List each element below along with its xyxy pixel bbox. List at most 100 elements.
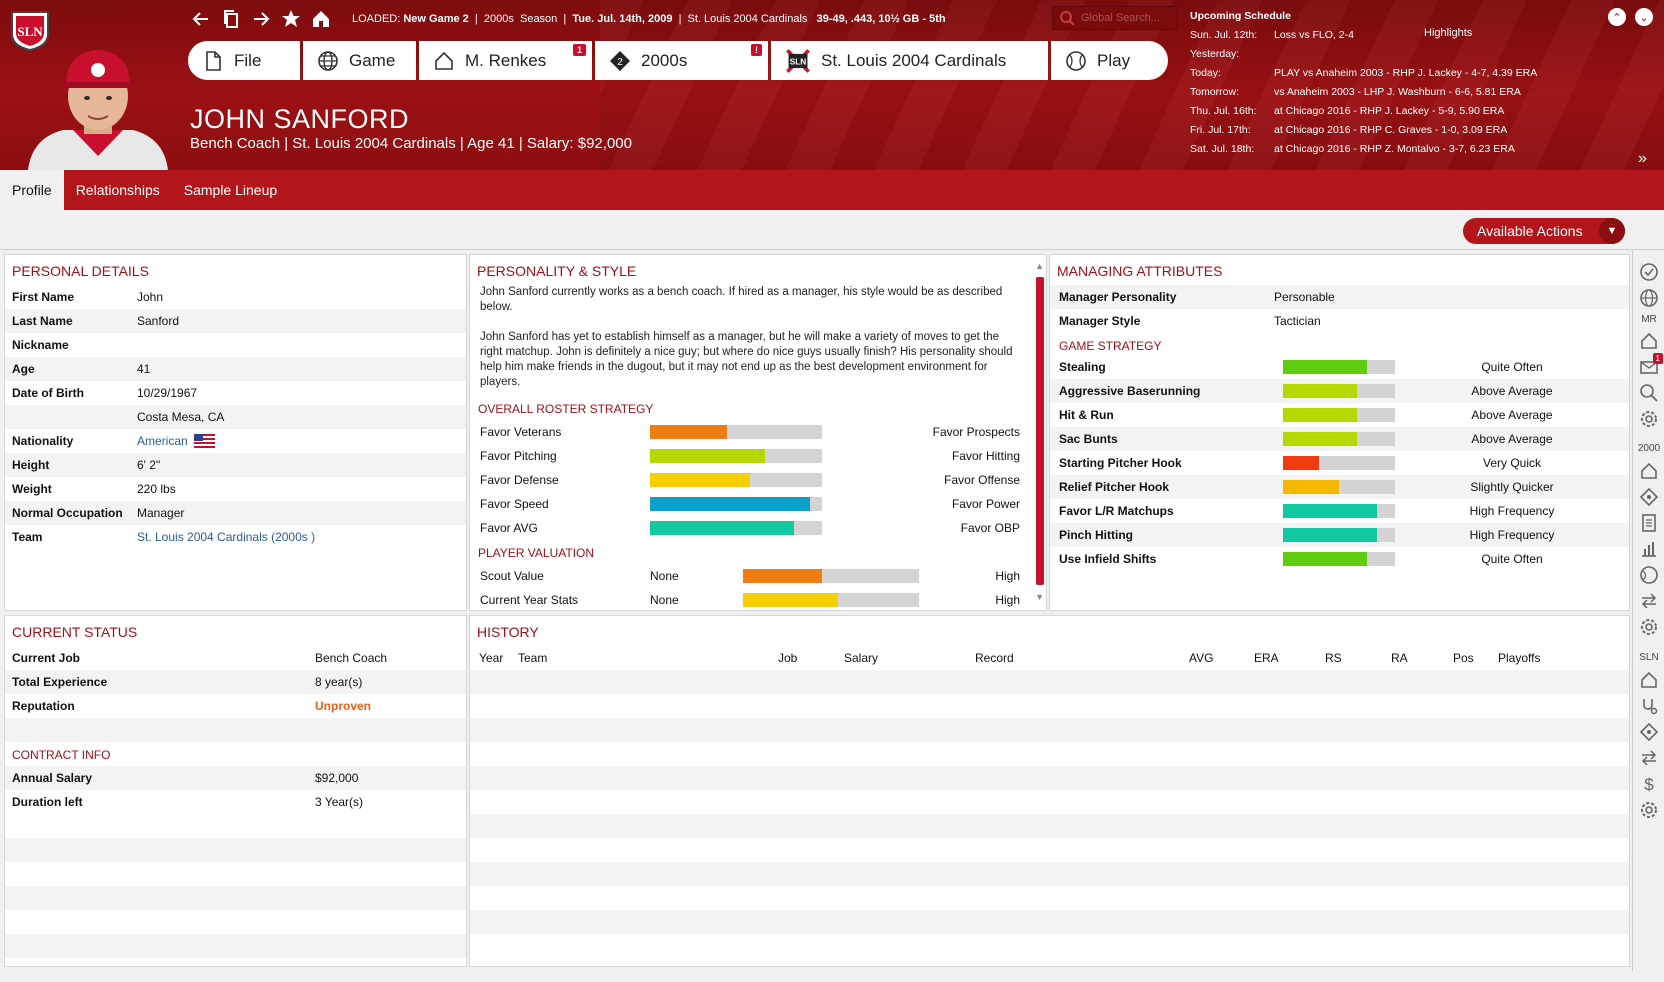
home-icon[interactable] xyxy=(1637,668,1661,692)
nav-league-button[interactable]: 2 2000s ! xyxy=(595,41,768,80)
column-header-job[interactable]: Job xyxy=(778,651,798,665)
stethoscope-icon[interactable] xyxy=(1637,694,1661,718)
home-icon[interactable] xyxy=(308,6,334,32)
schedule-title: Upcoming Schedule xyxy=(1190,9,1291,22)
column-header-year[interactable]: Year xyxy=(479,651,504,665)
strategy-label: Stealing xyxy=(1059,360,1106,374)
column-header-record[interactable]: Record xyxy=(975,651,1014,665)
nav-manager-button[interactable]: M. Renkes 1 xyxy=(419,41,592,80)
trade-arrows-icon[interactable] xyxy=(1637,746,1661,770)
strategy-left-label: Favor Veterans xyxy=(480,425,562,439)
empty-row xyxy=(5,910,466,934)
strategy-meter xyxy=(1283,480,1395,494)
tab-sample-lineup[interactable]: Sample Lineup xyxy=(183,182,278,198)
detail-label: Normal Occupation xyxy=(12,506,123,520)
bar-chart-icon[interactable] xyxy=(1637,537,1661,561)
highlights-link[interactable]: Highlights xyxy=(1424,27,1473,39)
nav-play-button[interactable]: Play xyxy=(1051,41,1168,80)
star-icon[interactable] xyxy=(278,6,304,32)
column-header-playoffs[interactable]: Playoffs xyxy=(1498,651,1541,665)
schedule-row[interactable]: Today: PLAY vs Anaheim 2003 - RHP J. Lack… xyxy=(1190,66,1538,79)
schedule-row[interactable]: Yesterday: xyxy=(1190,47,1240,60)
tab-relationships[interactable]: Relationships xyxy=(75,182,160,198)
scroll-down-icon[interactable]: ▼ xyxy=(1035,592,1044,602)
chevron-down-icon[interactable]: ⌄ xyxy=(1635,8,1653,26)
schedule-row[interactable]: Fri. Jul. 17th: at Chicago 2016 - RHP C. … xyxy=(1190,123,1508,136)
trade-arrows-icon[interactable] xyxy=(1637,589,1661,613)
page-title: JOHN SANFORD xyxy=(190,104,410,134)
slider-fill xyxy=(650,473,750,487)
baseball-icon xyxy=(1066,50,1086,71)
roster-strategy-row: Favor Pitching Favor Hitting xyxy=(470,444,1046,468)
section-title: PERSONAL DETAILS xyxy=(12,263,149,279)
strategy-value: Above Average xyxy=(1471,384,1553,398)
contract-value: 3 Year(s) xyxy=(315,795,364,809)
chevron-up-icon[interactable]: ⌃ xyxy=(1608,8,1626,26)
detail-label: Team xyxy=(12,530,43,544)
forward-arrow-icon[interactable] xyxy=(248,6,274,32)
scrollbar[interactable] xyxy=(1036,277,1044,585)
strategy-label: Starting Pitcher Hook xyxy=(1059,456,1182,470)
valuation-row: Scout Value None High xyxy=(470,564,1046,588)
home-icon[interactable] xyxy=(1637,459,1661,483)
check-circle-icon[interactable] xyxy=(1637,260,1661,284)
detail-value[interactable]: St. Louis 2004 Cardinals (2000s ) xyxy=(137,530,316,544)
column-header-rs[interactable]: RS xyxy=(1325,651,1342,665)
scroll-up-icon[interactable]: ▲ xyxy=(1035,261,1044,271)
gear-icon[interactable] xyxy=(1637,615,1661,639)
strategy-left-label: Favor AVG xyxy=(480,521,538,535)
available-actions-button[interactable]: Available Actions ▼ xyxy=(1463,218,1625,244)
detail-value: 220 lbs xyxy=(137,482,176,496)
section-subtitle: PLAYER VALUATION xyxy=(478,546,595,560)
action-bar xyxy=(0,210,1664,250)
valuation-high-label: High xyxy=(995,593,1020,607)
copy-icon[interactable] xyxy=(218,6,244,32)
detail-value: John xyxy=(137,290,164,304)
nav-game-button[interactable]: Game xyxy=(303,41,416,80)
gear-icon[interactable] xyxy=(1637,407,1661,431)
schedule-row[interactable]: Sun. Jul. 12th: Loss vs FLO, 2-4 xyxy=(1190,28,1354,41)
status-label: Current Job xyxy=(12,651,81,665)
gear-icon[interactable] xyxy=(1637,798,1661,822)
baseball-icon[interactable] xyxy=(1637,563,1661,587)
column-header-salary[interactable]: Salary xyxy=(844,651,879,665)
back-arrow-icon[interactable] xyxy=(188,6,214,32)
column-header-era[interactable]: ERA xyxy=(1254,651,1279,665)
history-panel: HISTORY Year Team Job Salary Record AVG … xyxy=(469,615,1630,967)
top-toolbar: LOADED: New Game 2 | 2000s Season | Tue.… xyxy=(188,6,946,32)
svg-text:$: $ xyxy=(1644,775,1654,794)
column-header-avg[interactable]: AVG xyxy=(1189,651,1214,665)
strategy-meter xyxy=(1283,552,1395,566)
double-chevron-right-icon[interactable]: » xyxy=(1638,150,1647,167)
table-row xyxy=(470,838,1629,862)
column-header-ra[interactable]: RA xyxy=(1391,651,1408,665)
diamond-icon[interactable] xyxy=(1637,485,1661,509)
diamond-icon[interactable] xyxy=(1637,720,1661,744)
nav-file-button[interactable]: File xyxy=(188,41,300,80)
nav-team-button[interactable]: SLN St. Louis 2004 Cardinals xyxy=(771,41,1048,80)
column-header-pos[interactable]: Pos xyxy=(1453,651,1474,665)
detail-row: First Name John xyxy=(5,285,466,309)
column-header-team[interactable]: Team xyxy=(518,651,548,665)
globe-icon[interactable] xyxy=(1637,286,1661,310)
mail-badge: 1 xyxy=(1652,353,1663,364)
table-row xyxy=(470,910,1629,934)
roster-strategy-row: Favor Defense Favor Offense xyxy=(470,468,1046,492)
strategy-slider xyxy=(650,497,822,511)
home-icon[interactable] xyxy=(1637,329,1661,353)
list-icon[interactable] xyxy=(1637,511,1661,535)
game-strategy-row: Favor L/R Matchups High Frequency xyxy=(1050,499,1629,523)
schedule-row[interactable]: Sat. Jul. 18th: at Chicago 2016 - RHP Z. … xyxy=(1190,142,1515,155)
mail-icon[interactable]: 1 xyxy=(1637,353,1663,379)
valuation-high-label: High xyxy=(995,569,1020,583)
schedule-row[interactable]: Thu. Jul. 16th: at Chicago 2016 - RHP J. … xyxy=(1190,104,1505,117)
detail-value[interactable]: American xyxy=(137,434,188,448)
team-logo-icon[interactable]: SLN xyxy=(8,8,52,52)
tab-profile[interactable]: Profile xyxy=(0,170,64,210)
dollar-icon[interactable]: $ xyxy=(1637,772,1661,796)
strategy-right-label: Favor OBP xyxy=(960,521,1020,535)
schedule-row[interactable]: Tomorrow: vs Anaheim 2003 - LHP J. Washbu… xyxy=(1190,85,1521,98)
description-text: John Sanford has yet to establish himsel… xyxy=(480,331,1013,388)
search-icon[interactable] xyxy=(1637,381,1661,405)
search-input[interactable]: Global Search... xyxy=(1052,6,1178,30)
